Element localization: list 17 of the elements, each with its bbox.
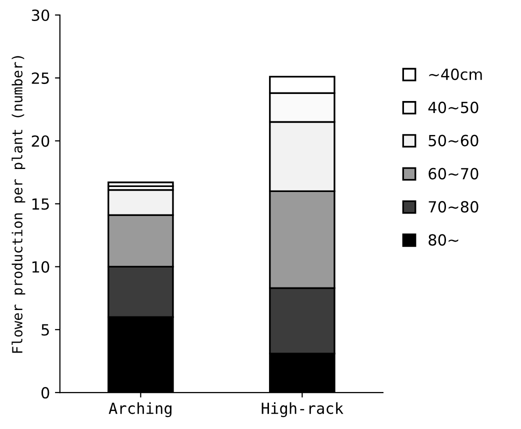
legend-label: 40~50 <box>428 102 478 114</box>
y-tick-label: 15 <box>32 198 49 210</box>
y-axis-title: Flower production per plant (number) <box>12 56 26 353</box>
y-tick-label: 20 <box>32 135 50 147</box>
x-tick-label: Arching <box>108 402 172 418</box>
legend-label: 70~80 <box>428 201 478 213</box>
y-tick-label: 25 <box>32 72 49 84</box>
y-tick-label: 30 <box>32 9 50 22</box>
legend-label: 80~ <box>428 234 458 246</box>
legend-label: 50~60 <box>428 134 478 146</box>
y-tick-label: 10 <box>32 261 50 273</box>
y-tick-label: 0 <box>41 387 50 399</box>
x-tick-label: High-rack <box>262 402 344 418</box>
legend-label: 60~70 <box>428 168 478 180</box>
bar <box>108 182 174 187</box>
legend-label: ~40cm <box>429 68 482 80</box>
y-tick-label: 5 <box>42 324 49 336</box>
